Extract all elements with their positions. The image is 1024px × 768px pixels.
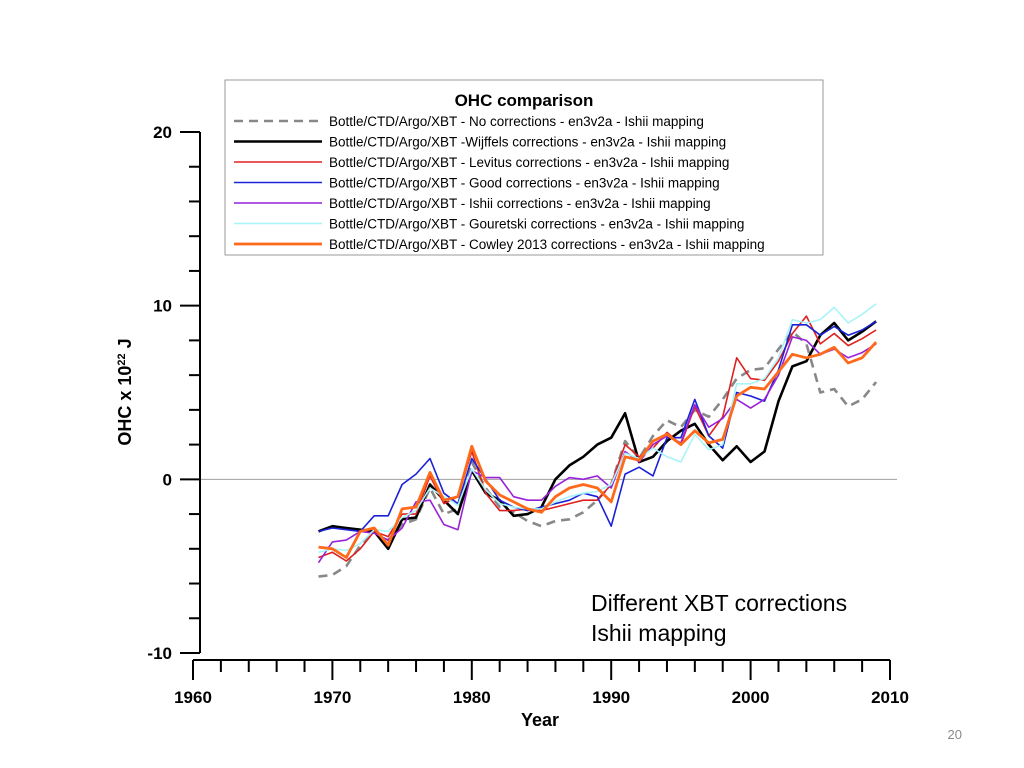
series-line-6 xyxy=(318,303,877,554)
legend-label-6: Bottle/CTD/Argo/XBT - Gouretski correcti… xyxy=(329,217,744,232)
series-line-3 xyxy=(318,315,877,562)
annotation-line-2: Ishii mapping xyxy=(591,620,727,646)
legend-label-7: Bottle/CTD/Argo/XBT - Cowley 2013 correc… xyxy=(329,237,765,252)
series-line-4 xyxy=(318,320,877,533)
y-axis-title-prefix: OHC x 10 xyxy=(115,366,135,446)
y-tick-label: 0 xyxy=(163,470,172,489)
page-number: 20 xyxy=(948,727,962,742)
x-tick-label: 1970 xyxy=(313,688,351,707)
x-tick-label: 1980 xyxy=(453,688,491,707)
annotation-line-1: Different XBT corrections xyxy=(591,590,847,616)
x-axis-title: Year xyxy=(521,710,559,730)
axes-group xyxy=(180,131,891,680)
y-tick-label: 10 xyxy=(153,297,172,316)
legend-label-3: Bottle/CTD/Argo/XBT - Levitus correction… xyxy=(329,155,729,170)
y-tick-label: 20 xyxy=(153,123,172,142)
y-axis-title-suffix: J xyxy=(115,338,135,353)
y-axis-title: OHC x 1022 J xyxy=(115,338,135,445)
legend-items: Bottle/CTD/Argo/XBT - No corrections - e… xyxy=(234,114,765,252)
series-line-5 xyxy=(317,336,877,564)
x-tick-label: 2010 xyxy=(871,688,909,707)
y-axis-title-exponent: 22 xyxy=(116,353,128,365)
series-line-1 xyxy=(318,330,878,578)
series-lines-group xyxy=(317,303,878,578)
legend: OHC comparison Bottle/CTD/Argo/XBT - No … xyxy=(224,79,824,256)
y-tick-label: -10 xyxy=(147,644,172,663)
x-tick-label: 1960 xyxy=(174,688,212,707)
legend-label-1: Bottle/CTD/Argo/XBT - No corrections - e… xyxy=(329,114,704,129)
legend-label-5: Bottle/CTD/Argo/XBT - Ishii corrections … xyxy=(329,196,711,211)
x-tick-label: 1990 xyxy=(592,688,630,707)
x-tick-label: 2000 xyxy=(732,688,770,707)
series-line-7 xyxy=(318,341,878,559)
legend-label-2: Bottle/CTD/Argo/XBT -Wijffels correction… xyxy=(329,135,726,150)
legend-box xyxy=(224,79,824,256)
legend-title: OHC comparison xyxy=(455,91,594,110)
tick-labels-group: -10 0 10 20 1960 1970 1980 1990 2000 2010 xyxy=(147,123,908,707)
legend-label-4: Bottle/CTD/Argo/XBT - Good corrections -… xyxy=(329,176,720,191)
series-line-2 xyxy=(318,320,877,551)
